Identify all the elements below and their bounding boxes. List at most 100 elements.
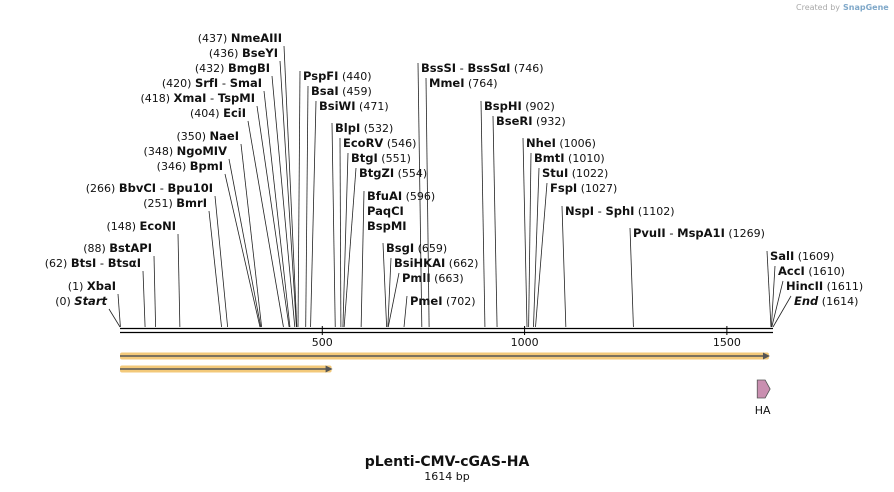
site-label: FspI (1027) xyxy=(550,181,617,195)
site-position: (551) xyxy=(378,152,411,165)
site-name: PvuII xyxy=(633,226,666,240)
site-position: (148) xyxy=(106,220,139,233)
site-label: BfuAI (596) xyxy=(367,189,435,203)
site-label: StuI (1022) xyxy=(542,166,608,180)
site-xmai: (418) XmaI - TspMI xyxy=(140,91,290,328)
site-label: (418) XmaI - TspMI xyxy=(140,91,255,105)
site-position: (346) xyxy=(157,160,190,173)
site-position: (1609) xyxy=(794,250,834,263)
site-position: (1269) xyxy=(725,227,765,240)
site-position: (1102) xyxy=(634,205,674,218)
site-label: BspHI (902) xyxy=(484,99,555,113)
site-label: BsgI (659) xyxy=(386,241,447,255)
site-connector xyxy=(256,105,290,328)
site-position: (1) xyxy=(68,280,87,293)
site-connector xyxy=(108,308,121,328)
feature-orf-short[interactable] xyxy=(120,365,333,373)
site-name-2: MspA1I xyxy=(677,226,725,240)
tick-label: 1000 xyxy=(511,336,539,349)
site-pvuii: PvuII - MspA1I (1269) xyxy=(629,226,765,328)
site-connector xyxy=(535,182,548,328)
site-name: BtgI xyxy=(351,151,378,165)
site-label: (348) NgoMIV xyxy=(144,144,228,158)
site-connector xyxy=(492,115,498,328)
site-btgi: BtgI (551) xyxy=(342,151,411,328)
site-position: (662) xyxy=(445,257,478,270)
site-name: BsiHKAI xyxy=(394,256,445,270)
site-name: PspFI xyxy=(303,69,338,83)
site-connector xyxy=(522,137,528,328)
site-label: PmlI (663) xyxy=(402,271,464,285)
site-connector xyxy=(283,45,298,328)
feature-orf-long[interactable] xyxy=(120,352,770,360)
site-position: (1006) xyxy=(556,137,596,150)
site-name: NaeI xyxy=(210,129,239,143)
map-length: 1614 bp xyxy=(424,470,469,483)
site-label: (148) EcoNI xyxy=(106,219,176,233)
site-position: (1010) xyxy=(565,152,605,165)
site-name: FspI xyxy=(550,181,577,195)
site-position: (702) xyxy=(443,295,476,308)
site-position: (62) xyxy=(45,257,71,270)
site-name: End xyxy=(794,294,819,308)
site-connector xyxy=(224,173,261,328)
site-name: BmtI xyxy=(534,151,565,165)
site-position: (440) xyxy=(338,70,371,83)
site-bstapi: (88) BstAPI xyxy=(83,241,157,328)
site-bmti: BmtI (1010) xyxy=(528,151,605,328)
tick-label: 1500 xyxy=(713,336,741,349)
site-label: BtgZI (554) xyxy=(359,166,427,180)
site-label: BsiWI (471) xyxy=(319,99,389,113)
site-connector xyxy=(142,270,146,328)
site-name: SrfI xyxy=(195,76,218,90)
site-sali: SalI (1609) xyxy=(766,249,834,328)
site-label: (88) BstAPI xyxy=(83,241,152,255)
site-connector xyxy=(214,195,229,328)
site-pmei: PmeI (702) xyxy=(403,294,476,328)
site-label: BsiHKAI (662) xyxy=(394,256,478,270)
site-btgzi: BtgZI (554) xyxy=(343,166,427,328)
site-bmgbi: (432) BmgBI xyxy=(195,61,296,328)
site-connector xyxy=(425,77,430,328)
site-label: (0) Start xyxy=(55,294,107,308)
site-position: (348) xyxy=(144,145,177,158)
site-label: PmeI (702) xyxy=(410,294,476,308)
ha-tag-label: HA xyxy=(755,404,771,417)
site-name: NmeAIII xyxy=(231,31,282,45)
site-connector xyxy=(387,272,400,328)
site-label: End (1614) xyxy=(794,294,858,308)
site-name: EcoRV xyxy=(343,136,383,150)
site-connector xyxy=(305,85,309,328)
site-name: PmeI xyxy=(410,294,443,308)
site-bsiwi: BsiWI (471) xyxy=(310,99,389,328)
site-position: (764) xyxy=(465,77,498,90)
site-position: (266) xyxy=(86,182,119,195)
site-label: (437) NmeAIII xyxy=(198,31,282,45)
watermark-text: Created by xyxy=(796,3,840,12)
site-connector xyxy=(117,293,121,328)
site-name: NheI xyxy=(526,136,556,150)
site-position: (436) xyxy=(209,47,242,60)
site-name: BpmI xyxy=(190,159,223,173)
feature-ha-tag[interactable]: HA xyxy=(755,379,771,417)
site-position: (350) xyxy=(176,130,209,143)
map-title: pLenti-CMV-cGAS-HA xyxy=(365,454,530,470)
site-position: (420) xyxy=(162,77,195,90)
site-position: (532) xyxy=(360,122,393,135)
site-name: BbvCI xyxy=(119,181,156,195)
site-label: BssSI - BssSαI (746) xyxy=(421,61,544,75)
site-connector xyxy=(247,120,284,328)
site-position: (1610) xyxy=(805,265,845,278)
site-name: BfuAI xyxy=(367,189,402,203)
site-connector xyxy=(153,255,157,328)
site-connector xyxy=(310,100,317,328)
site-position: (546) xyxy=(383,137,416,150)
site-name: NgoMIV xyxy=(177,144,227,158)
sequence-backbone xyxy=(120,327,773,334)
site-connector xyxy=(297,70,301,328)
site-label: (1) XbaI xyxy=(68,279,116,293)
site-connector xyxy=(342,152,349,328)
site-econi: (148) EcoNI xyxy=(106,219,181,328)
site-position: (88) xyxy=(83,242,109,255)
